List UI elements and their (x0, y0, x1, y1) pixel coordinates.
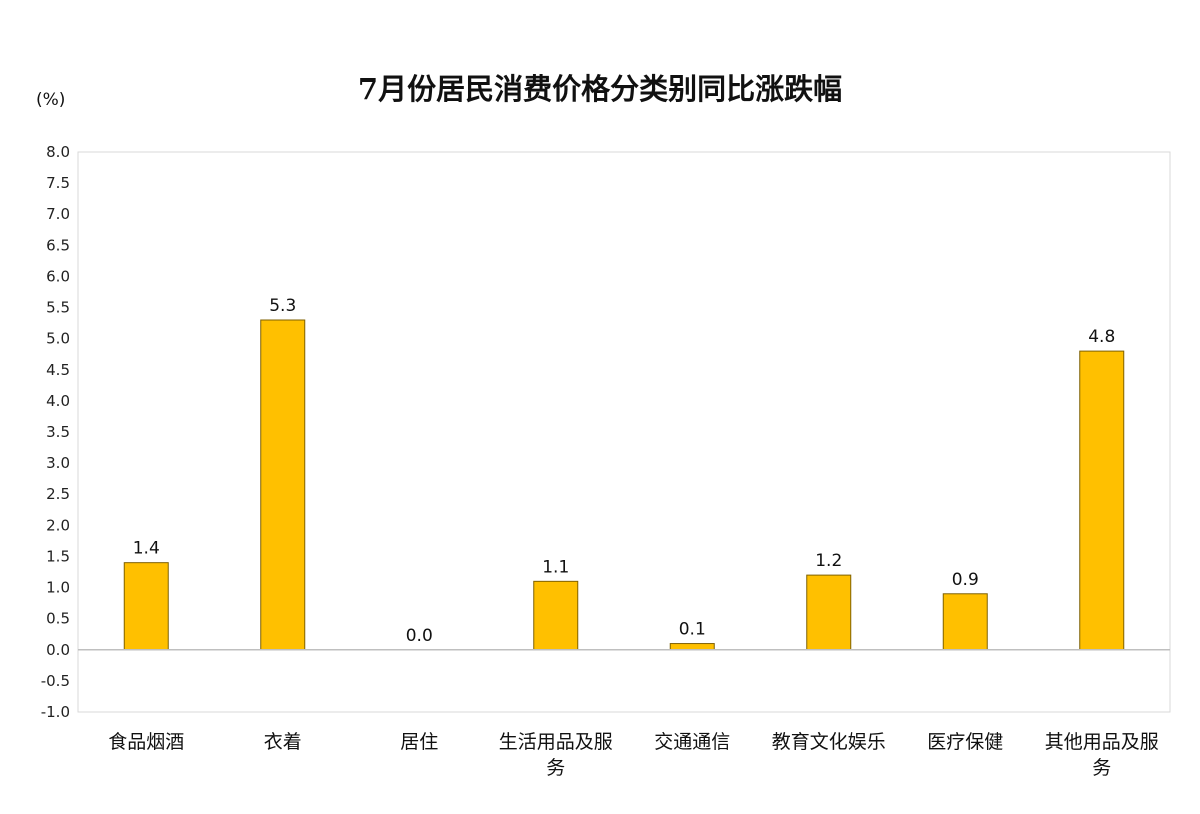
y-tick-label: 6.5 (46, 236, 70, 254)
y-axis-ticks: 8.0 7.5 7.0 6.5 6.0 5.5 5.0 4.5 4.0 3.5 3.0 2.5 2.0 1… (41, 143, 70, 721)
bar (806, 574, 852, 651)
x-tick-label: 居住 (400, 731, 438, 753)
bars (123, 319, 1125, 651)
data-label: 1.4 (133, 539, 160, 559)
bar (942, 593, 988, 651)
data-label: 5.3 (269, 296, 296, 316)
bar (260, 319, 306, 651)
data-label: 0.0 (406, 626, 433, 646)
y-tick-label: 2.0 (46, 516, 70, 534)
y-tick-label: 3.5 (46, 423, 70, 441)
x-tick-label: 交通通信 (654, 731, 730, 753)
bar (669, 643, 715, 651)
bar (123, 562, 169, 651)
y-tick-label: 7.5 (46, 174, 70, 192)
y-tick-label: -0.5 (41, 672, 70, 690)
x-tick-label: 教育文化娱乐 (772, 731, 886, 753)
y-tick-label: 0.5 (46, 610, 70, 628)
data-label: 4.8 (1088, 327, 1115, 347)
data-label: 0.9 (952, 570, 979, 590)
data-labels: 1.4 5.3 0.0 1.1 0.1 1.2 0.9 4.8 (133, 296, 1116, 646)
y-tick-label: 7.0 (46, 205, 70, 223)
data-label: 1.1 (542, 557, 569, 577)
data-label: 1.2 (815, 551, 842, 571)
bar (1079, 350, 1125, 651)
x-tick-label: 生活用品及服务 (499, 731, 613, 779)
y-tick-label: 3.0 (46, 454, 70, 472)
data-label: 0.1 (679, 620, 706, 640)
y-tick-label: 5.0 (46, 330, 70, 348)
x-axis-ticks: 食品烟酒 衣着 居住 生活用品及服务 交通通信 教育文化娱乐 医疗保健 其他用品及服务 (108, 731, 1159, 779)
y-tick-label: 4.5 (46, 361, 70, 379)
y-tick-label: 0.0 (46, 641, 70, 659)
bar (533, 580, 579, 651)
x-tick-label: 食品烟酒 (108, 731, 184, 753)
y-tick-label: 1.0 (46, 579, 70, 597)
x-tick-label: 医疗保健 (927, 731, 1003, 753)
y-tick-label: 4.0 (46, 392, 70, 410)
y-tick-label: 1.5 (46, 547, 70, 565)
plot-area-frame (77, 151, 1171, 713)
x-tick-label: 其他用品及服务 (1045, 731, 1159, 779)
y-tick-label: 8.0 (46, 143, 70, 161)
y-tick-label: 5.5 (46, 299, 70, 317)
x-tick-label: 衣着 (264, 731, 302, 753)
chart-title: 7月份居民消费价格分类别同比涨跌幅 (357, 72, 843, 106)
y-tick-label: 6.0 (46, 267, 70, 285)
y-axis-unit-label: (%) (36, 90, 66, 110)
y-tick-label: 2.5 (46, 485, 70, 503)
y-tick-label: -1.0 (41, 703, 70, 721)
